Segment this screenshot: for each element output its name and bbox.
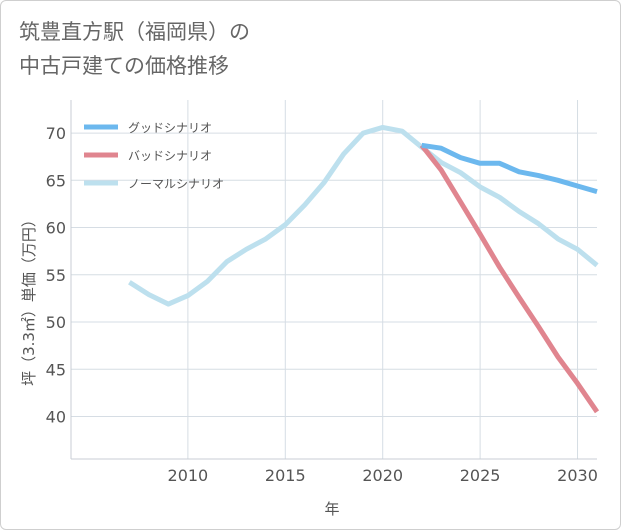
y-tick-label: 65 bbox=[46, 171, 66, 190]
series-line-0 bbox=[421, 142, 598, 195]
legend-label: ノーマルシナリオ bbox=[128, 177, 224, 191]
x-tick-label: 2030 bbox=[557, 466, 598, 485]
x-tick-label: 2010 bbox=[168, 466, 209, 485]
grid-lines bbox=[71, 100, 597, 459]
y-tick-label: 45 bbox=[46, 360, 66, 379]
x-tick-label: 2025 bbox=[460, 466, 501, 485]
y-tick-label: 60 bbox=[46, 219, 66, 238]
chart-title: 筑豊直方駅（福岡県）の 中古戸建ての価格推移 bbox=[19, 15, 250, 83]
plot-frame bbox=[70, 100, 597, 460]
y-tick-label: 55 bbox=[46, 266, 66, 285]
chart-title-line2: 中古戸建ての価格推移 bbox=[19, 54, 229, 78]
tick-labels: 2010 2015 2020 2025 2030 40 45 50 55 60 65 70 bbox=[46, 124, 598, 485]
y-axis-label: 坪（3.3㎡）単価（万円） bbox=[20, 212, 38, 386]
legend-label: バッドシナリオ bbox=[128, 149, 212, 163]
x-tick-label: 2020 bbox=[362, 466, 403, 485]
x-tick-label: 2015 bbox=[265, 466, 306, 485]
series-line-1 bbox=[419, 143, 600, 414]
series-line-2 bbox=[128, 124, 599, 307]
chart-title-line1: 筑豊直方駅（福岡県）の bbox=[19, 20, 250, 44]
series-lines bbox=[128, 124, 600, 414]
y-tick-label: 50 bbox=[46, 313, 66, 332]
legend-label: グッドシナリオ bbox=[128, 121, 212, 135]
y-tick-label: 70 bbox=[46, 124, 66, 143]
y-tick-label: 40 bbox=[46, 407, 66, 426]
x-axis-label: 年 bbox=[324, 500, 339, 518]
